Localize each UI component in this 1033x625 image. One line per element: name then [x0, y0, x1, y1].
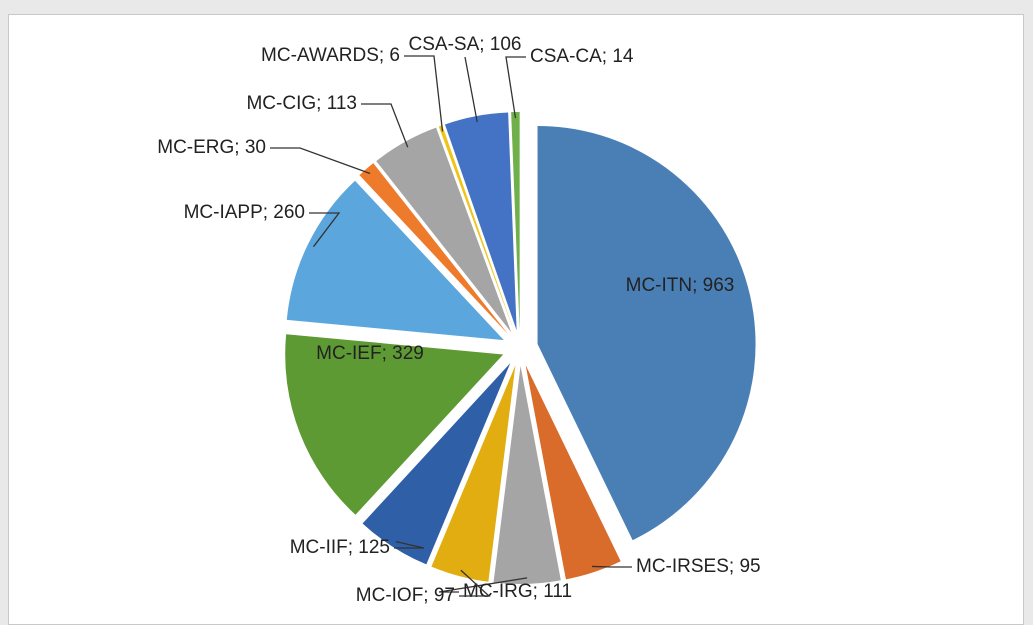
data-label: CSA-CA; 14 [530, 46, 634, 67]
leader-line [459, 569, 491, 597]
leader-line [438, 577, 528, 593]
data-label: CSA-SA; 106 [409, 34, 522, 55]
leader-line [505, 56, 526, 119]
leader-line [361, 103, 409, 148]
data-label: MC-IEF; 329 [316, 343, 424, 364]
leader-line [592, 565, 632, 568]
leader-line [464, 56, 478, 123]
leader-line [394, 541, 425, 549]
pie-slice [537, 125, 756, 541]
data-label: MC-ERG; 30 [157, 137, 266, 158]
leader-line [309, 212, 341, 248]
data-label: MC-ITN; 963 [626, 275, 735, 296]
pie-slice [511, 112, 520, 331]
pie-slice [493, 365, 561, 584]
pie-slice [525, 365, 621, 580]
data-label: MC-CIG; 113 [246, 93, 357, 114]
pie-slice [285, 334, 504, 515]
data-label: MC-IAPP; 260 [184, 202, 305, 223]
pie-slice [359, 163, 509, 335]
leader-line [404, 55, 444, 132]
pie-slice [376, 127, 512, 333]
data-label: MC-AWARDS; 6 [261, 45, 400, 66]
data-label: MC-IIF; 125 [290, 537, 390, 558]
pie-slice [362, 363, 511, 565]
data-label: MC-IOF; 97 [356, 585, 455, 606]
pie-slice [286, 180, 504, 341]
leader-line [270, 147, 371, 175]
pie-slice [431, 365, 516, 582]
data-label: MC-IRG; 111 [463, 581, 572, 602]
pie-slice [444, 112, 517, 331]
pie-slice [438, 125, 514, 332]
data-label: MC-IRSES; 95 [636, 556, 761, 577]
